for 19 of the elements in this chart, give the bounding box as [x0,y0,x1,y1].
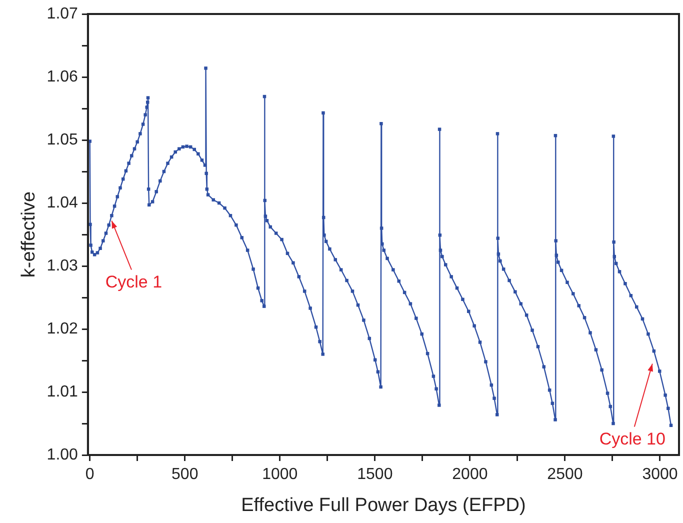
x-tick-label: 1500 [357,466,393,484]
x-tick-label: 3000 [642,466,678,484]
y-tick-label: 1.03 [46,257,78,274]
y-tick-label: 1.02 [46,320,78,338]
x-tick-label: 2000 [452,466,488,484]
y-tick-label: 1.05 [46,131,78,148]
x-tick-label: 1000 [262,466,298,484]
y-axis-title: k-effective [18,191,40,278]
y-tick-label: 1.01 [46,383,78,400]
x-tick-label: 2500 [547,466,583,484]
x-tick-label: 0 [85,466,94,484]
x-axis-title: Effective Full Power Days (EFPD) [241,494,526,516]
x-tick-label: 500 [172,466,198,484]
annotation: Cycle 10 [599,429,666,448]
y-tick-label: 1.06 [46,68,78,86]
y-tick-label: 1.04 [46,194,78,212]
y-tick-label: 1.00 [46,446,78,464]
y-tick-label: 1.07 [46,5,78,22]
annotation: Cycle 1 [105,272,162,292]
